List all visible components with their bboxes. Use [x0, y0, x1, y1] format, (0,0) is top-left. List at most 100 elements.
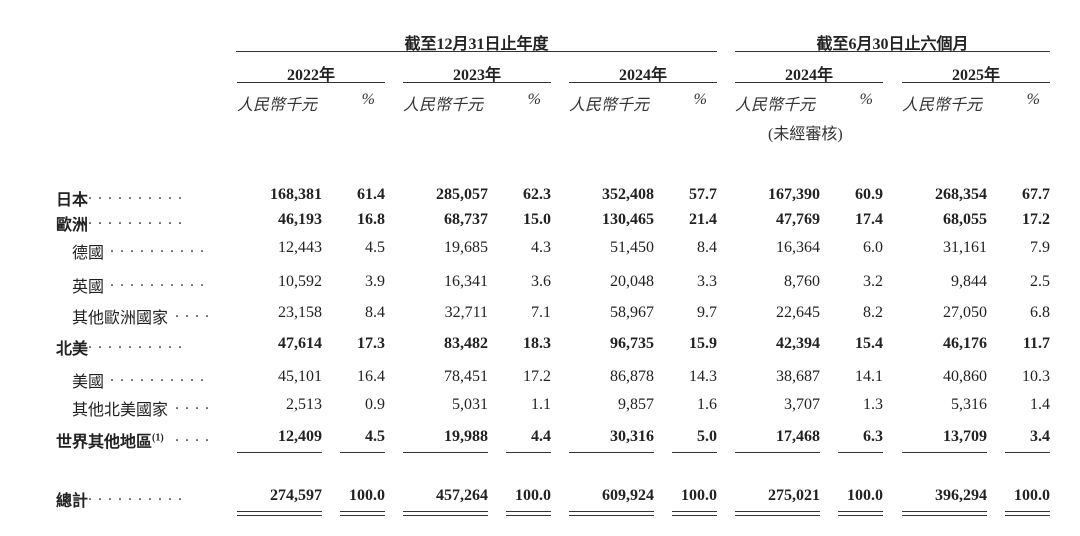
percent-cell: 3.3	[697, 273, 717, 290]
row-label: 英國	[72, 273, 104, 297]
row-label-text: 世界其他地區	[56, 434, 153, 451]
row-label: 美國	[72, 368, 104, 392]
total-double-underline	[838, 511, 883, 516]
amount-cell: 16,341	[444, 273, 488, 290]
percent-cell: 100.0	[847, 487, 883, 504]
amount-cell: 275,021	[768, 487, 820, 504]
percent-cell: 15.0	[523, 211, 551, 228]
percent-cell: 15.4	[855, 335, 883, 352]
percent-cell: 4.4	[531, 428, 551, 445]
total-double-underline	[340, 511, 385, 516]
percent-cell: 100.0	[515, 487, 551, 504]
row-label-text: 英國	[72, 279, 105, 296]
percent-cell: 17.2	[1022, 211, 1050, 228]
amount-cell: 9,857	[618, 396, 654, 413]
year-header: 2024年	[784, 67, 833, 84]
amount-cell: 27,050	[943, 304, 987, 321]
amount-cell: 86,878	[610, 368, 654, 385]
amount-cell: 68,055	[943, 211, 987, 228]
amount-cell: 42,394	[776, 335, 820, 352]
row-label-text: 美國	[72, 374, 105, 391]
amount-unit-label: 人民幣千元	[403, 97, 484, 114]
amount-unit-label: 人民幣千元	[735, 97, 816, 114]
amount-cell: 51,450	[610, 239, 654, 256]
amount-cell: 17,468	[776, 428, 820, 445]
amount-cell: 47,614	[278, 335, 322, 352]
leader-dots: ....	[175, 304, 215, 321]
amount-cell: 58,967	[610, 304, 654, 321]
total-double-underline	[506, 511, 551, 516]
amount-cell: 5,316	[951, 396, 987, 413]
percent-cell: 17.4	[855, 211, 883, 228]
amount-cell: 274,597	[270, 487, 322, 504]
amount-cell: 47,769	[776, 211, 820, 228]
year-header: 2025年	[951, 67, 1000, 84]
subtotal-underline	[1005, 452, 1050, 453]
leader-dots: ..........	[88, 487, 188, 504]
amount-cell: 12,443	[278, 239, 322, 256]
header-rule	[735, 51, 1050, 52]
total-double-underline	[672, 511, 717, 516]
year-rule	[902, 82, 1050, 83]
leader-dots: ..........	[88, 186, 188, 203]
amount-cell: 22,645	[776, 304, 820, 321]
subtotal-underline	[506, 452, 551, 453]
percent-cell: 61.4	[357, 186, 385, 203]
percent-cell: 17.3	[357, 335, 385, 352]
total-double-underline	[735, 511, 820, 516]
row-label-text: 德國	[72, 245, 105, 262]
row-label-text: 日本	[56, 192, 89, 209]
leader-dots: ....	[175, 428, 215, 445]
total-double-underline	[1005, 511, 1050, 516]
amount-cell: 5,031	[452, 396, 488, 413]
percent-cell: 8.4	[697, 239, 717, 256]
row-label: 北美	[56, 335, 88, 359]
group-title-six-months: 截至6月30日止六個月	[816, 36, 969, 53]
subtotal-underline	[735, 452, 820, 453]
amount-unit-label: 人民幣千元	[902, 97, 983, 114]
subtotal-underline	[340, 452, 385, 453]
total-double-underline	[902, 511, 987, 516]
row-label: 世界其他地區(1)	[56, 428, 164, 452]
subtotal-underline	[902, 452, 987, 453]
percent-cell: 4.3	[531, 239, 551, 256]
amount-cell: 31,161	[943, 239, 987, 256]
year-rule	[237, 82, 385, 83]
row-label-text: 總計	[56, 493, 89, 510]
amount-cell: 30,316	[610, 428, 654, 445]
amount-cell: 40,860	[943, 368, 987, 385]
amount-cell: 38,687	[776, 368, 820, 385]
row-label-text: 其他北美國家	[72, 402, 169, 419]
percent-cell: 100.0	[681, 487, 717, 504]
leader-dots: ..........	[110, 368, 210, 385]
percent-cell: 62.3	[523, 186, 551, 203]
leader-dots: ..........	[110, 273, 210, 290]
percent-cell: 16.4	[357, 368, 385, 385]
amount-cell: 396,294	[935, 487, 987, 504]
percent-cell: 3.2	[863, 273, 883, 290]
percent-cell: 57.7	[689, 186, 717, 203]
subtotal-underline	[569, 452, 654, 453]
leader-dots: ..........	[110, 239, 210, 256]
year-header: 2022年	[286, 67, 335, 84]
total-double-underline	[403, 511, 488, 516]
percent-cell: 11.7	[1022, 335, 1050, 352]
amount-cell: 96,735	[610, 335, 654, 352]
amount-cell: 168,381	[270, 186, 322, 203]
leader-dots: ..........	[88, 211, 188, 228]
amount-cell: 46,176	[943, 335, 987, 352]
amount-cell: 8,760	[784, 273, 820, 290]
amount-cell: 13,709	[943, 428, 987, 445]
percent-cell: 14.3	[689, 368, 717, 385]
percent-cell: 8.2	[863, 304, 883, 321]
amount-cell: 457,264	[436, 487, 488, 504]
percent-cell: 15.9	[689, 335, 717, 352]
amount-cell: 609,924	[602, 487, 654, 504]
header-rule	[236, 51, 717, 52]
row-label: 德國	[72, 239, 104, 263]
percent-cell: 10.3	[1022, 368, 1050, 385]
amount-cell: 23,158	[278, 304, 322, 321]
row-label: 歐洲	[56, 211, 88, 235]
amount-cell: 268,354	[935, 186, 987, 203]
amount-cell: 9,844	[951, 273, 987, 290]
